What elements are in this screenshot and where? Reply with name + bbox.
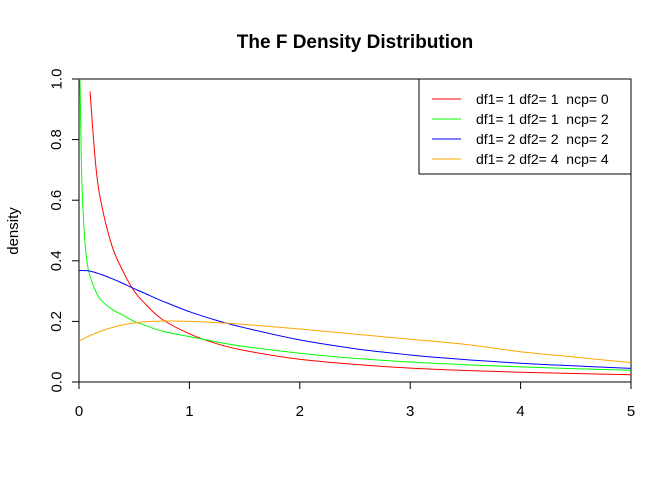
y-tick-label: 1.0 [48,69,65,90]
x-tick-label: 5 [627,403,635,420]
plot-frame [78,78,632,383]
x-tick-label: 1 [185,403,193,420]
y-tick-label: 0.2 [48,311,65,332]
legend-label-2: df1= 1 df2= 1 ncp= 2 [476,111,609,127]
y-tick-label: 0.0 [48,372,65,393]
y-tick-label: 0.8 [48,129,65,150]
y-axis-label: density [5,207,22,255]
x-tick-label: 3 [406,403,414,420]
legend-label-4: df1= 2 df2= 4 ncp= 4 [476,151,609,167]
legend-box [418,78,632,175]
legend-label-3: df1= 2 df2= 2 ncp= 2 [476,131,609,147]
legend: df1= 1 df2= 1 ncp= 0 df1= 1 df2= 1 ncp= 2… [418,78,632,175]
series-line-2 [79,79,631,371]
series-lines [79,79,631,376]
plot-area: 0 1 2 3 4 5 0.0 0.2 0.4 0.6 0.8 1.0 [48,69,635,420]
y-tick-label: 0.4 [48,250,65,271]
series-line-3 [79,270,631,369]
x-tick-label: 0 [75,403,83,420]
x-tick-label: 2 [296,403,304,420]
y-tick-label: 0.6 [48,190,65,211]
chart-title: The F Density Distribution [237,32,473,53]
legend-label-1: df1= 1 df2= 1 ncp= 0 [476,91,609,107]
x-tick-label: 4 [516,403,524,420]
series-line-4 [79,320,631,364]
